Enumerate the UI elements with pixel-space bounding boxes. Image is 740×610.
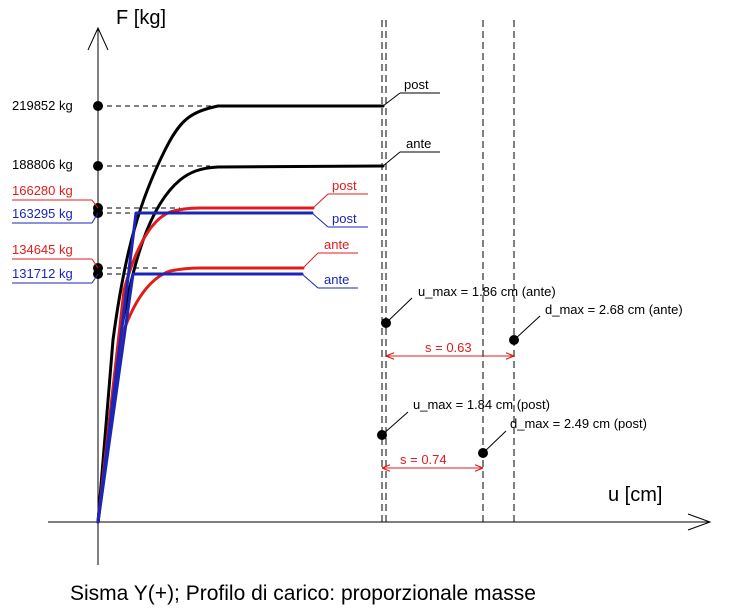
leader-134645 (91, 258, 99, 269)
vertical-reference-lines (381, 20, 515, 522)
series-black-post (96, 104, 385, 524)
d-max-post-label: d_max = 2.49 cm (post) (510, 416, 647, 431)
series-blue-post (96, 211, 314, 524)
u-max-post-leader (381, 411, 409, 436)
s-ante-label: s = 0.63 (425, 340, 472, 355)
value-label-134645: 134645 kg (12, 242, 73, 257)
value-label-163295: 163295 kg (12, 206, 73, 221)
horizontal-guides (98, 105, 215, 275)
leader-163295 (91, 212, 99, 224)
y-axis-arrowhead (87, 26, 109, 51)
leader-131712 (91, 273, 99, 284)
leader-blue-post (311, 212, 329, 228)
value-label-166280: 166280 kg (12, 183, 73, 198)
u-max-ante-leader (385, 297, 413, 324)
y-axis-title: F [kg] (116, 7, 166, 29)
leader-black-ante (382, 151, 401, 167)
d-max-ante-label: d_max = 2.68 cm (ante) (545, 302, 683, 317)
leader-red-post (312, 193, 329, 209)
leader-red-ante (302, 252, 319, 269)
x-axis-arrowhead (687, 513, 712, 531)
leader-black-post (382, 92, 401, 107)
series-label-black-post: post (404, 77, 429, 92)
d-max-ante-leader (513, 315, 541, 341)
u-max-post-label: u_max = 1.84 cm (post) (413, 397, 550, 412)
curves (96, 104, 385, 524)
leader-166280 (91, 199, 99, 209)
value-label-219852: 219852 kg (12, 98, 73, 113)
series-end-labels (301, 92, 440, 289)
u-max-ante-label: u_max = 1.86 cm (ante) (418, 284, 556, 299)
x-axis-title: u [cm] (608, 484, 662, 506)
s-post-label: s = 0.74 (400, 452, 447, 467)
value-label-131712: 131712 kg (12, 266, 73, 281)
series-blue-ante (96, 272, 304, 524)
d-max-post-leader (482, 430, 507, 454)
value-label-188806: 188806 kg (12, 157, 73, 172)
chart-caption: Sisma Y(+); Profilo di carico: proporzio… (70, 582, 536, 605)
series-red-ante (96, 266, 305, 524)
series-label-blue-post: post (332, 211, 357, 226)
marker-219852 (93, 101, 103, 111)
leader-blue-ante (301, 273, 319, 289)
series-label-blue-ante: ante (324, 272, 349, 287)
marker-188806 (93, 161, 103, 171)
series-label-black-ante: ante (406, 136, 431, 151)
series-label-red-post: post (332, 178, 357, 193)
series-label-red-ante: ante (324, 237, 349, 252)
y-value-labels: 219852 kg 188806 kg 166280 kg 163295 kg … (12, 98, 99, 284)
